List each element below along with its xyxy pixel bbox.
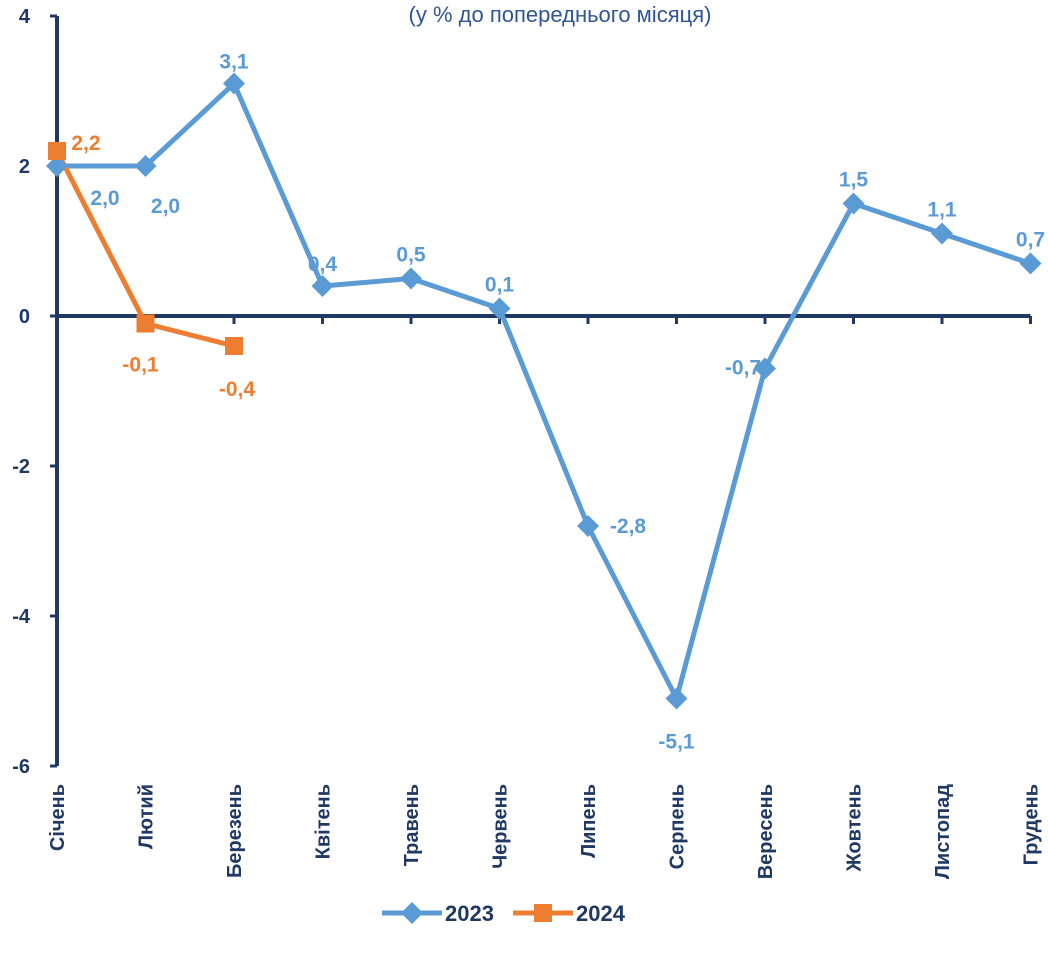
data-label: 3,1 bbox=[219, 51, 249, 74]
data-point-2023 bbox=[665, 687, 688, 710]
legend-item-2023: 2023 bbox=[382, 901, 494, 926]
data-label: 2,0 bbox=[151, 195, 180, 218]
chart-subtitle: (у % до попереднього місяця) bbox=[409, 2, 712, 27]
legend-label: 2023 bbox=[445, 901, 494, 926]
x-tick-label: Травень bbox=[401, 784, 423, 866]
x-tick-label: Вересень bbox=[755, 784, 777, 879]
data-labels: 2,0 2,0 3,1 0,4 0,5 0,1 -2,8 -5,1 -0,7 1,5 1,1 0,7 2… bbox=[71, 51, 1045, 754]
data-point-2023 bbox=[754, 357, 776, 380]
data-point-2023 bbox=[223, 72, 245, 95]
x-tick-label: Грудень bbox=[1021, 784, 1043, 865]
data-point-2023 bbox=[400, 267, 422, 290]
x-tick-label: Березень bbox=[224, 784, 246, 878]
legend: 2023 2024 bbox=[382, 901, 626, 926]
y-tick-label: -6 bbox=[12, 756, 30, 778]
data-label: 0,1 bbox=[485, 274, 515, 297]
data-label: -5,1 bbox=[658, 731, 695, 754]
legend-marker bbox=[401, 902, 423, 924]
x-tick-label: Серпень bbox=[667, 784, 689, 869]
data-point-2023 bbox=[842, 192, 865, 215]
data-point-2023 bbox=[311, 275, 334, 297]
data-label: -0,4 bbox=[219, 378, 256, 401]
series-layer bbox=[46, 72, 1042, 710]
data-point-2023 bbox=[46, 155, 68, 177]
data-label: -0,7 bbox=[725, 357, 761, 380]
data-label: 2,0 bbox=[90, 187, 119, 210]
data-label: 0,7 bbox=[1016, 229, 1045, 252]
y-tick-label: 0 bbox=[19, 306, 30, 328]
x-tick-label: Листопад bbox=[932, 784, 954, 879]
data-point-2023 bbox=[488, 297, 511, 320]
x-tick-label: Червень bbox=[490, 784, 512, 869]
data-label: 1,1 bbox=[927, 199, 957, 222]
data-label: -0,1 bbox=[122, 354, 159, 377]
data-point-2024 bbox=[48, 142, 66, 160]
data-point-2024 bbox=[225, 337, 243, 355]
data-point-2023 bbox=[1019, 252, 1042, 275]
data-point-2023 bbox=[577, 515, 599, 537]
x-tick-label: Жовтень bbox=[844, 784, 866, 872]
y-tick-label: -2 bbox=[12, 456, 30, 478]
data-point-2024 bbox=[136, 314, 155, 333]
y-tick-label: 4 bbox=[19, 6, 31, 28]
data-label: 0,5 bbox=[396, 244, 426, 267]
data-label: -2,8 bbox=[610, 515, 647, 538]
y-tick-label: -4 bbox=[12, 606, 31, 628]
data-label: 0,4 bbox=[308, 253, 338, 276]
axes: 4 2 0 -2 -4 -6 Січень Лютий Березень Квітень Траве… bbox=[12, 6, 1042, 879]
x-tick-label: Липень bbox=[578, 784, 600, 858]
legend-marker bbox=[534, 904, 552, 922]
x-tick-label: Квітень bbox=[313, 784, 335, 859]
x-tick-label: Лютий bbox=[136, 784, 158, 849]
data-label: 2,2 bbox=[71, 132, 100, 155]
legend-item-2024: 2024 bbox=[513, 901, 626, 926]
x-tick-label: Січень bbox=[47, 784, 69, 851]
data-point-2023 bbox=[134, 155, 157, 177]
data-label: 1,5 bbox=[839, 169, 869, 192]
legend-label: 2024 bbox=[576, 901, 626, 926]
data-point-2023 bbox=[931, 222, 953, 245]
y-tick-label: 2 bbox=[19, 156, 30, 178]
series-line-2023 bbox=[57, 81, 1032, 701]
